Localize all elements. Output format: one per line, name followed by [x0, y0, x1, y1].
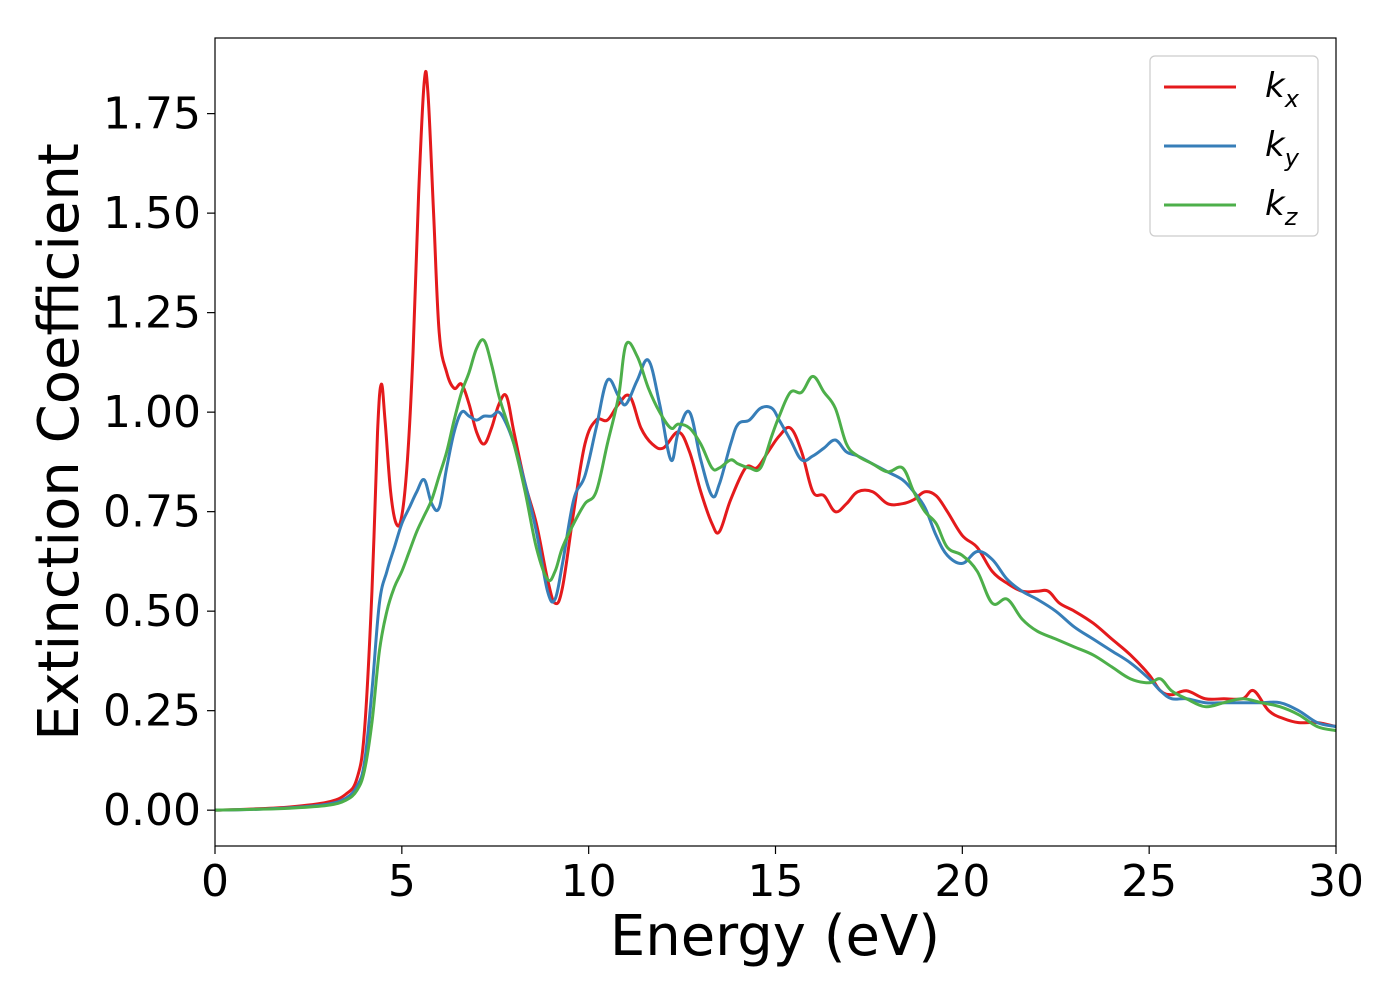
- y-tick-label: 1.50: [103, 188, 201, 239]
- y-tick-label: 0.00: [103, 785, 201, 836]
- legend-label-main: k: [1265, 66, 1286, 106]
- legend-label-subscript: x: [1284, 85, 1300, 113]
- y-tick-label: 0.50: [103, 586, 201, 637]
- y-axis-ticks: 0.00 0.25 0.50 0.75 1.00 1.25 1.50 1.75: [103, 89, 215, 836]
- x-tick-label: 0: [201, 856, 229, 907]
- legend-entry-kz: kz: [1164, 184, 1299, 231]
- legend-entry-ky: ky: [1164, 125, 1300, 172]
- x-tick-label: 5: [388, 856, 416, 907]
- x-tick-label: 10: [561, 856, 617, 907]
- legend-label: kx: [1265, 66, 1300, 113]
- x-tick-label: 25: [1121, 856, 1177, 907]
- legend-label-main: k: [1265, 125, 1286, 165]
- legend-label-subscript: y: [1284, 144, 1300, 172]
- x-axis-title: Energy (eV): [610, 904, 940, 969]
- legend-entry-kx: kx: [1164, 66, 1300, 113]
- legend-label: ky: [1265, 125, 1300, 172]
- series-layer: [215, 69, 1336, 812]
- y-tick-label: 1.25: [103, 288, 201, 339]
- legend-label: kz: [1265, 184, 1299, 231]
- x-axis-ticks: 0 5 10 15 20 25 30: [201, 846, 1364, 907]
- x-tick-label: 30: [1308, 856, 1364, 907]
- y-tick-label: 0.25: [103, 686, 201, 737]
- y-tick-label: 1.75: [103, 89, 201, 140]
- legend-label-main: k: [1265, 184, 1286, 224]
- series-line-kz: [215, 338, 1336, 812]
- y-tick-label: 0.75: [103, 487, 201, 538]
- legend-label-subscript: z: [1284, 203, 1299, 231]
- x-tick-label: 20: [934, 856, 990, 907]
- x-tick-label: 15: [748, 856, 804, 907]
- y-tick-label: 1.00: [103, 387, 201, 438]
- series-line-ky: [215, 358, 1336, 812]
- y-axis-title: Extinction Coefficient: [27, 143, 92, 741]
